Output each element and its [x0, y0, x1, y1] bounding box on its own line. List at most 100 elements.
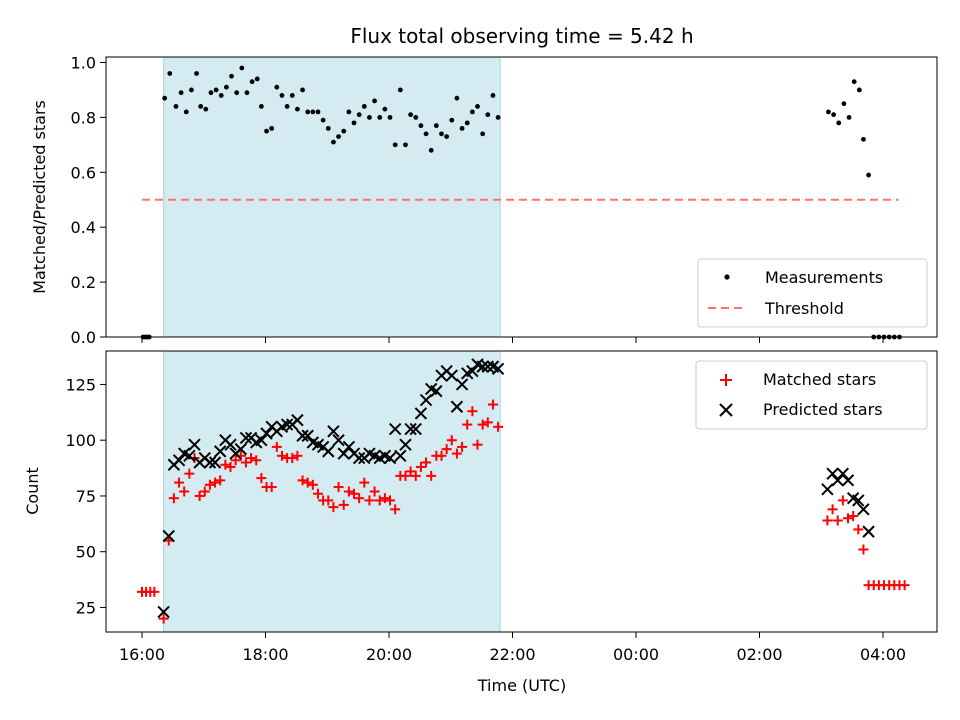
- measurement-point: [356, 112, 362, 118]
- x-tick-label: 18:00: [242, 645, 288, 664]
- predicted-star-point: [162, 529, 175, 543]
- predicted-star-point: [450, 400, 464, 413]
- matched-star-point: [210, 477, 221, 488]
- top-y-tick-label: 0.4: [71, 218, 96, 237]
- matched-star-point: [215, 475, 226, 486]
- matched-star-point: [441, 444, 452, 455]
- predicted-star-point: [491, 362, 505, 376]
- measurement-point: [269, 125, 275, 131]
- measurement-point: [274, 84, 280, 90]
- matched-star-point: [354, 493, 365, 504]
- matched-star-point: [374, 495, 385, 506]
- measurement-point: [485, 112, 491, 118]
- measurement-point: [258, 104, 264, 109]
- predicted-star-point: [826, 467, 839, 480]
- predicted-star-point: [445, 369, 458, 382]
- measurement-point: [449, 117, 455, 123]
- predicted-star-point: [342, 440, 356, 454]
- measurement-point: [305, 109, 311, 115]
- top-y-tick-label: 0.0: [71, 328, 96, 347]
- top-x-ticks: [141, 337, 884, 343]
- measurement-point: [300, 87, 305, 93]
- predicted-star-point: [157, 605, 170, 619]
- top-y-tick-label: 1.0: [71, 53, 96, 72]
- matched-star-point: [271, 441, 282, 452]
- top-axes-frame: [105, 56, 938, 338]
- measurement-point: [418, 123, 424, 129]
- predicted-star-point: [224, 438, 237, 451]
- matched-star-point: [158, 613, 169, 624]
- matched-star-point: [379, 493, 390, 504]
- measurement-point: [831, 112, 836, 118]
- measurement-point: [826, 109, 831, 115]
- measurement-point: [178, 90, 184, 96]
- predicted-star-point: [455, 378, 469, 391]
- bottom-shaded-interval: [163, 350, 501, 633]
- predicted-star-point: [322, 445, 335, 458]
- measurement-point: [218, 93, 224, 98]
- matched-star-point: [827, 504, 838, 515]
- chart-title: Flux total observing time = 5.42 h: [350, 24, 693, 48]
- top-y-tick-label: 0.2: [71, 273, 96, 292]
- measurement-point: [444, 134, 450, 140]
- x-axis-label: Time (UTC): [477, 676, 566, 695]
- matched-star-point: [364, 495, 375, 506]
- matched-star-point: [328, 502, 339, 513]
- matched-star-point: [333, 482, 344, 493]
- top-legend-box: [697, 258, 928, 328]
- predicted-star-point: [327, 425, 340, 438]
- matched-star-point: [199, 486, 210, 497]
- measurement-point: [331, 139, 336, 145]
- matched-star-point: [349, 488, 360, 499]
- matched-star-point: [338, 499, 349, 510]
- predicted-star-point: [203, 456, 217, 469]
- matched-star-point: [307, 479, 318, 490]
- predicted-star-point: [409, 422, 422, 436]
- measurement-point: [851, 79, 857, 85]
- bottom-y-tick-label: 75: [76, 487, 96, 506]
- measurement-point: [480, 131, 486, 137]
- predicted-star-point: [836, 467, 850, 480]
- measurement-point: [490, 93, 496, 98]
- bottom-y-tick-label: 50: [76, 543, 96, 562]
- matched-star-point: [451, 448, 462, 459]
- matched-star-point: [225, 461, 236, 472]
- measurement-point: [234, 90, 240, 96]
- predicted-star-point: [239, 431, 253, 445]
- measurement-point: [239, 65, 245, 71]
- measurement-point: [846, 114, 852, 120]
- predicted-star-point: [466, 364, 479, 378]
- measurement-point: [194, 71, 199, 76]
- matched-star-point: [230, 455, 241, 466]
- measurements-legend-label: Measurements: [765, 268, 883, 287]
- measurement-point: [167, 71, 173, 76]
- matched-star-point: [369, 486, 380, 497]
- measurement-point: [433, 123, 439, 129]
- measurement-point: [459, 125, 465, 131]
- predicted-star-point: [862, 525, 875, 538]
- matched-star-point: [843, 513, 854, 524]
- x-tick-label: 22:00: [489, 645, 535, 664]
- predicted-star-point: [430, 384, 443, 398]
- matched-star-point: [446, 435, 457, 446]
- top-y-tick-label: 0.6: [71, 163, 96, 182]
- matched-star-point: [343, 486, 354, 497]
- predicted-star-point: [821, 483, 834, 496]
- measurement-point: [856, 87, 862, 93]
- measurement-point: [198, 104, 204, 109]
- predicted-star-point: [476, 360, 489, 373]
- matched-legend-marker: [720, 374, 732, 386]
- measurement-point: [336, 134, 341, 140]
- measurement-point: [289, 93, 295, 98]
- matched-star-point: [390, 504, 401, 515]
- matched-star-point: [400, 470, 411, 481]
- matched-star-point: [493, 421, 504, 432]
- matched-star-point: [405, 466, 416, 477]
- measurement-point: [223, 84, 229, 90]
- matched-star-point: [487, 399, 498, 410]
- matched-star-point: [276, 450, 287, 461]
- matched-star-point: [287, 453, 298, 464]
- matched-star-point: [323, 495, 334, 506]
- predicted-star-point: [852, 494, 865, 507]
